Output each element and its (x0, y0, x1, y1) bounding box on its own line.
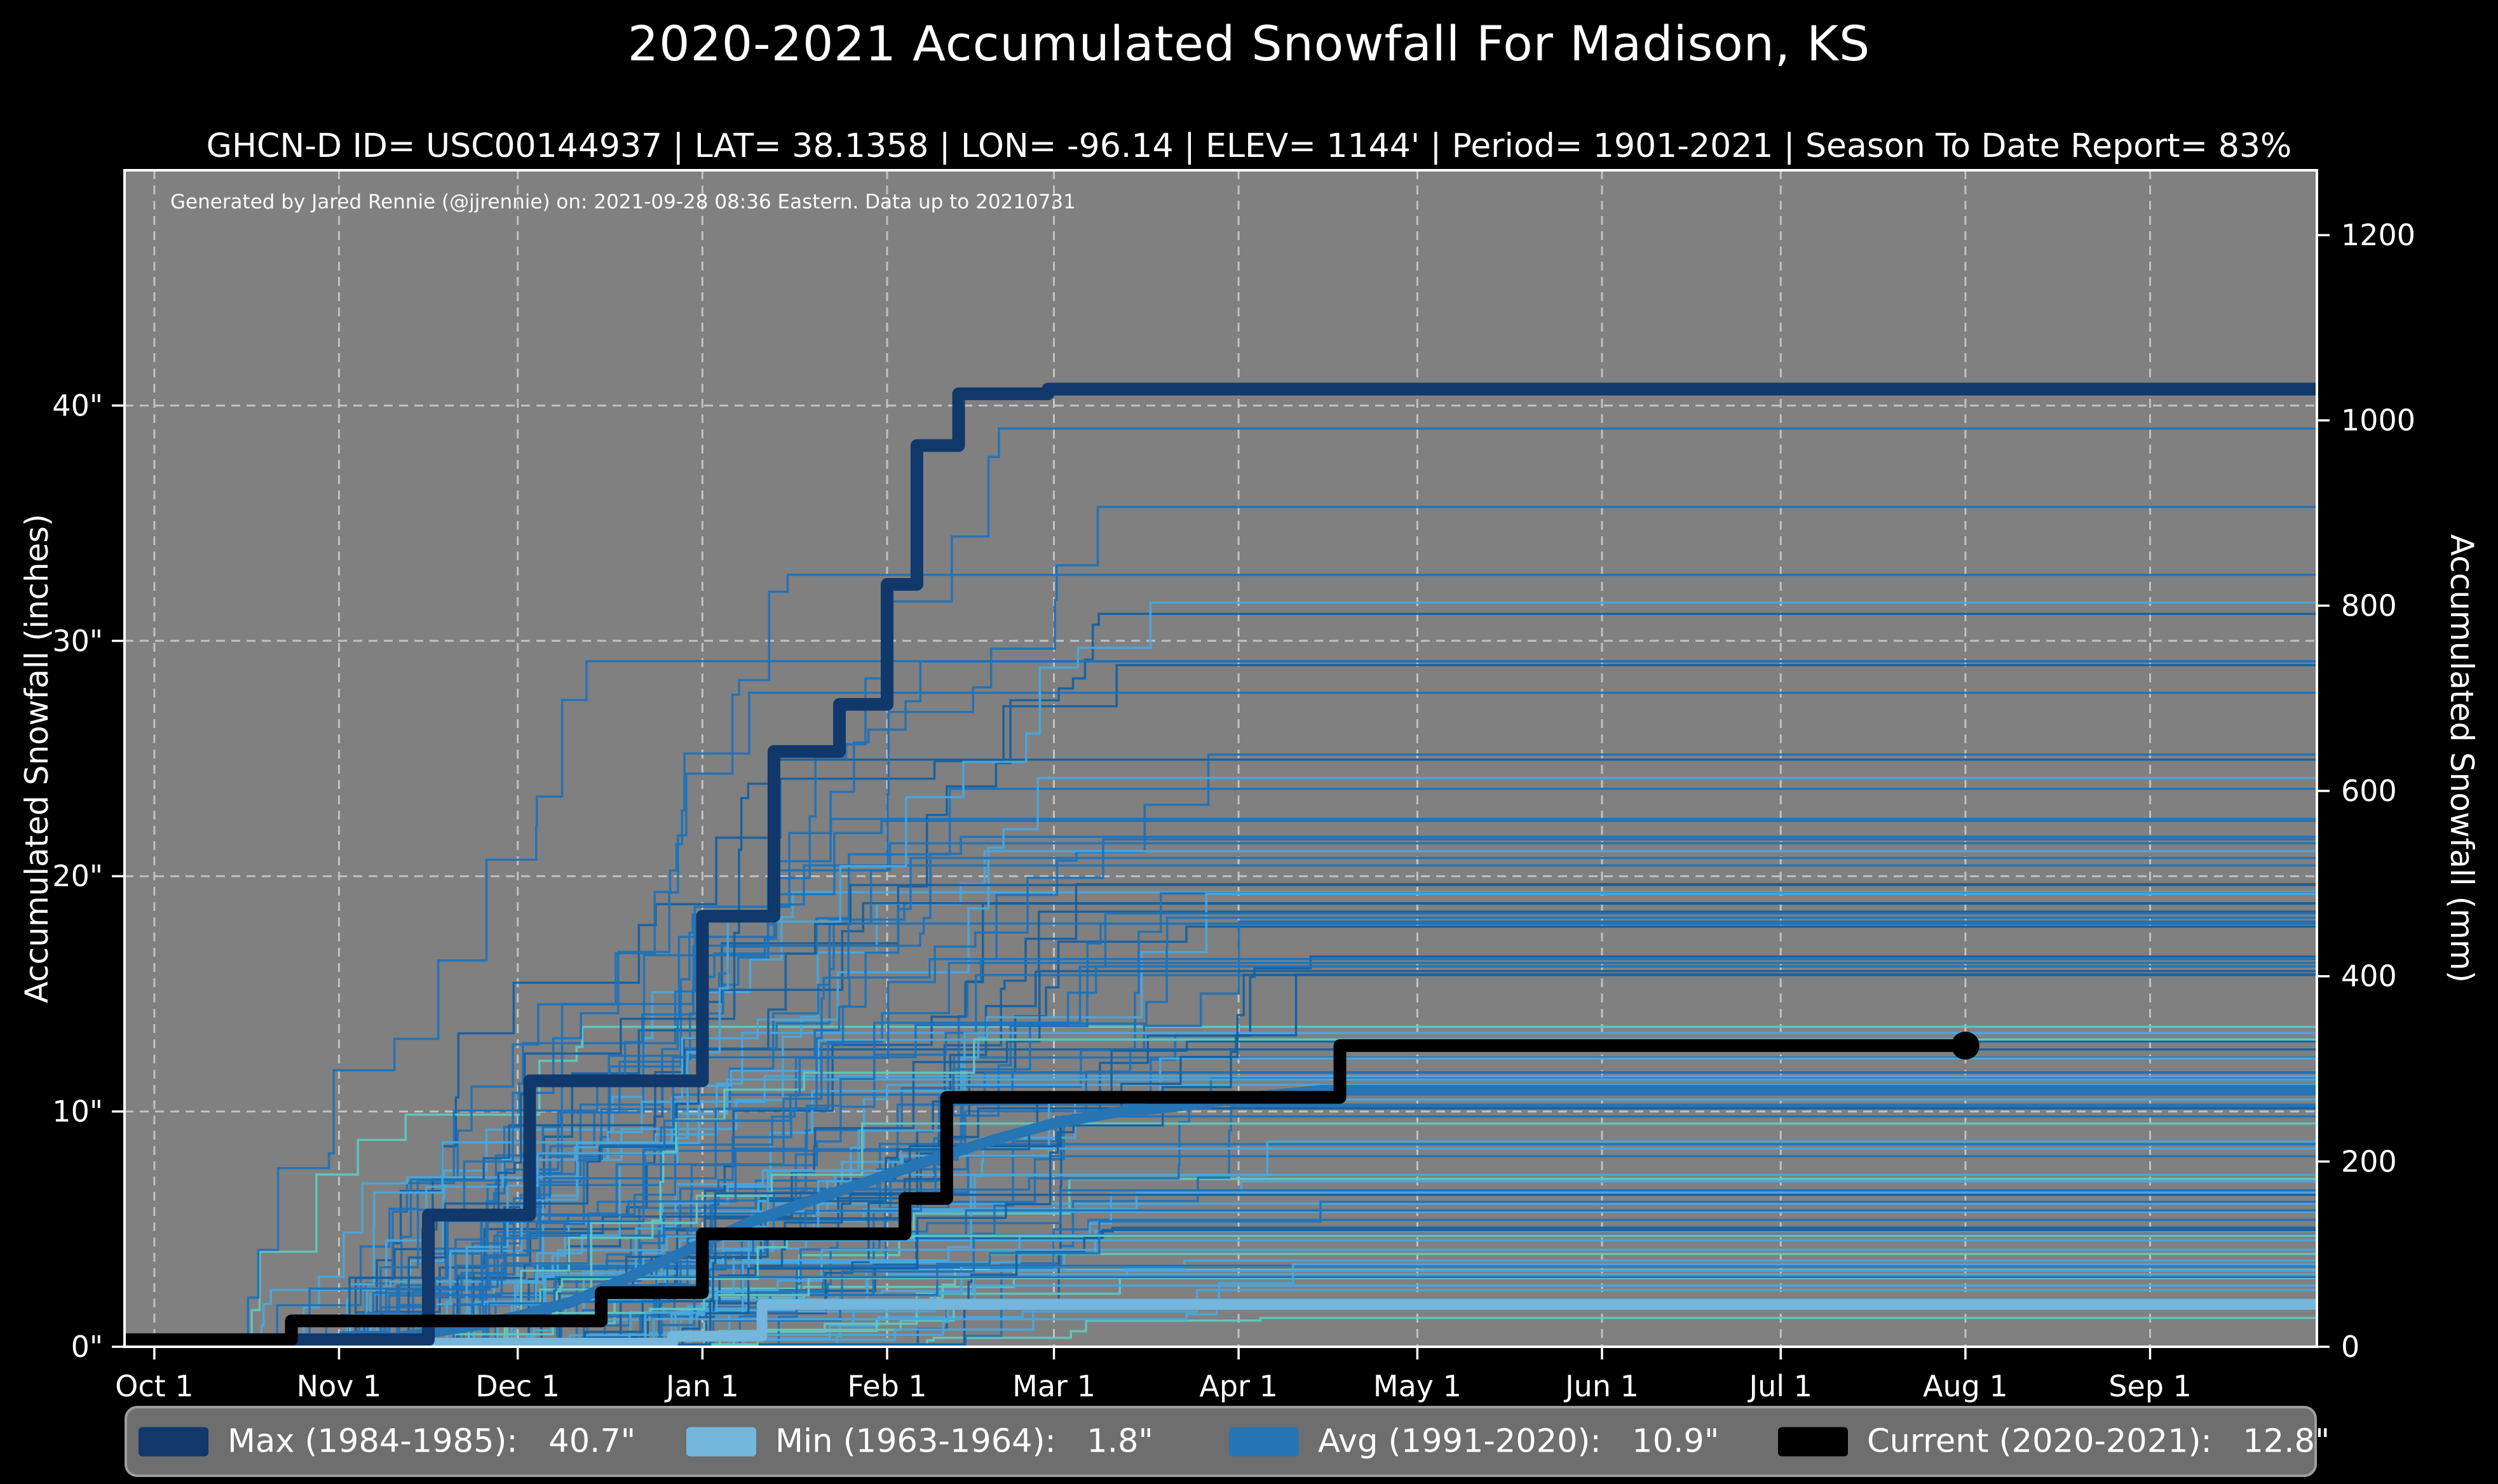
season-line (125, 1038, 2317, 1346)
max-line (125, 382, 2317, 1346)
x-tick-label: Nov 1 (297, 1369, 382, 1403)
x-tick-label: Aug 1 (1923, 1369, 2008, 1403)
y-right-tick-label: 1200 (2341, 218, 2415, 252)
x-tick-label: Dec 1 (475, 1369, 560, 1403)
season-line (125, 1122, 2317, 1346)
x-tick-label: Sep 1 (2108, 1369, 2192, 1403)
y-right-tick-label: 0 (2341, 1330, 2359, 1364)
min-line (125, 1298, 2317, 1347)
season-line (125, 506, 2317, 1346)
y-left-tick-label: 40" (52, 388, 103, 422)
season-line (125, 1193, 2317, 1346)
season-line (125, 916, 2317, 1346)
station-subtitle: GHCN-D ID= USC00144937 | LAT= 38.1358 | … (206, 127, 2292, 165)
legend-entry-current: Current (2020-2021): 12.8" (1778, 1423, 2330, 1460)
legend-label-min: Min (1963-1964): 1.8" (775, 1422, 1153, 1460)
season-line (125, 776, 2317, 1346)
season-line (125, 973, 2317, 1346)
y-left-tick-label: 30" (52, 624, 103, 658)
y-right-tick-label: 800 (2341, 588, 2397, 623)
season-line (125, 1025, 2317, 1346)
y-left-tick-label: 0" (71, 1330, 103, 1364)
season-line (125, 856, 2317, 1346)
x-tick-label: Oct 1 (115, 1369, 193, 1403)
x-tick-label: Mar 1 (1012, 1369, 1096, 1403)
season-line (125, 955, 2317, 1346)
current-endpoint-dot (1951, 1031, 1979, 1060)
season-line (125, 912, 2317, 1346)
x-tick-label: Jan 1 (664, 1369, 739, 1403)
season-line (125, 1075, 2317, 1346)
season-line (125, 1105, 2317, 1346)
season-line (125, 902, 2317, 1346)
x-tick-label: Jun 1 (1563, 1369, 1639, 1403)
season-line (125, 1248, 2317, 1346)
season-line (125, 958, 2317, 1346)
season-line (125, 965, 2317, 1346)
season-line (125, 910, 2317, 1346)
legend-entry-avg: Avg (1991-2020): 10.9" (1229, 1423, 1719, 1460)
x-tick-label: Feb 1 (847, 1369, 927, 1403)
season-line (125, 601, 2317, 1346)
season-line (125, 835, 2317, 1346)
season-line (125, 659, 2317, 1346)
current-line-swatch (1778, 1427, 1848, 1456)
season-line (125, 902, 2317, 1346)
x-tick-label: Apr 1 (1199, 1369, 1277, 1403)
legend-label-max: Max (1984-1985): 40.7" (227, 1422, 636, 1460)
season-line (125, 1201, 2317, 1346)
legend-entry-max: Max (1984-1985): 40.7" (139, 1423, 635, 1460)
y-right-tick-label: 600 (2341, 774, 2397, 808)
y-right-tick-label: 400 (2341, 959, 2397, 994)
current-line (125, 1039, 1972, 1346)
y-right-tick-label: 1000 (2341, 403, 2415, 438)
avg-line-swatch (1229, 1427, 1299, 1456)
y-left-tick-label: 20" (52, 859, 103, 893)
attribution-note: Generated by Jared Rennie (@jjrennie) on… (170, 191, 1076, 213)
legend-label-current: Current (2020-2021): 12.8" (1867, 1422, 2330, 1460)
x-tick-label: May 1 (1373, 1369, 1462, 1403)
y-right-tick-label: 200 (2341, 1144, 2397, 1178)
y-axis-title-inches: Accumulated Snowfall (inches) (18, 513, 55, 1004)
max-line-swatch (139, 1427, 208, 1456)
axis-ticks: Oct 1 Nov 1 Dec 1 Jan 1 Feb 1 Mar 1 Apr 1 May 1… (52, 218, 2415, 1403)
min-line-swatch (686, 1427, 756, 1456)
x-tick-label: Jul 1 (1748, 1369, 1812, 1403)
y-axis-title-mm: Accumulated Snowfall (mm) (2443, 534, 2480, 983)
season-line (125, 838, 2317, 1346)
legend-label-avg: Avg (1991-2020): 10.9" (1318, 1422, 1720, 1460)
season-line (125, 1078, 2317, 1346)
data-layer (125, 382, 2317, 1347)
season-line (125, 1038, 2317, 1346)
plot-background (125, 170, 2317, 1347)
legend-entry-min: Min (1963-1964): 1.8" (686, 1423, 1153, 1460)
y-left-tick-label: 10" (52, 1095, 103, 1129)
gridlines (125, 170, 2317, 1347)
page-title: 2020-2021 Accumulated Snowfall For Madis… (627, 15, 1871, 72)
season-line (125, 1177, 2317, 1346)
season-line (125, 1316, 2317, 1346)
plot-spines (123, 169, 2318, 1348)
legend: Max (1984-1985): 40.7" Min (1963-1964): … (125, 1406, 2330, 1477)
season-line (125, 1259, 2317, 1346)
